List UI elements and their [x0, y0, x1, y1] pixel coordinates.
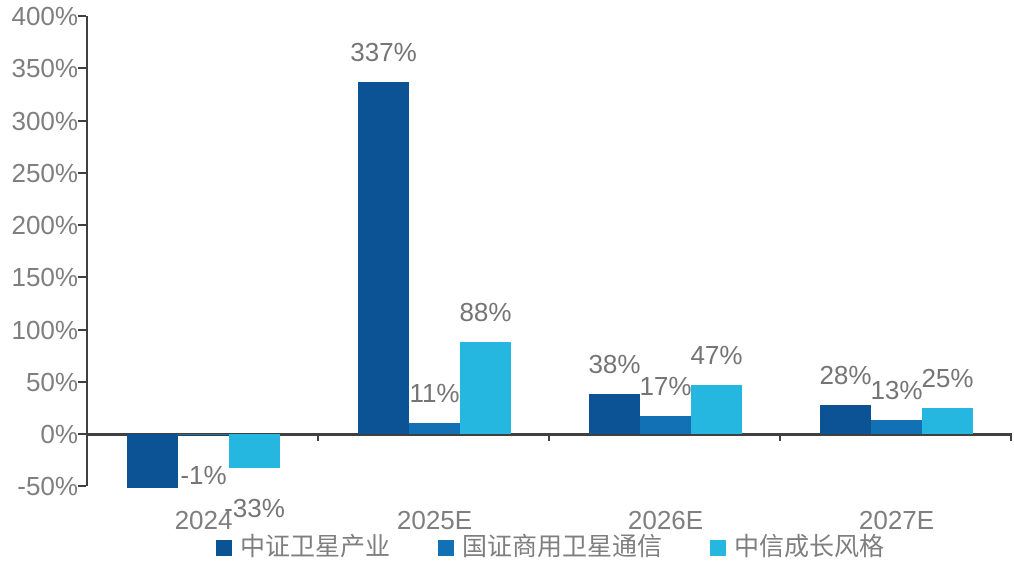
data-label-2027E-series3: 25%	[921, 362, 974, 393]
data-label-2025E-series2: 11%	[409, 377, 460, 408]
data-label-2024-series2: -1%	[180, 460, 227, 491]
legend: 中证卫星产业 国证商用卫星通信 中信成长风格	[88, 534, 1012, 561]
legend-item-series1: 中证卫星产业	[215, 533, 390, 561]
y-axis-tick-label: 200%	[11, 210, 79, 240]
bar-2024-series3	[229, 434, 280, 469]
y-axis-tick	[78, 328, 86, 331]
x-axis-tick	[317, 434, 319, 441]
legend-swatch-series1	[215, 539, 232, 556]
legend-swatch-series2	[437, 539, 454, 556]
data-label-2026E-series1: 38%	[588, 349, 641, 380]
bar-2024-series1	[127, 434, 178, 489]
y-axis-tick-label: 400%	[11, 1, 79, 31]
data-label-2024-series3: -33%	[224, 493, 285, 524]
data-label-2027E-series1: 28%	[819, 359, 872, 390]
y-axis-tick	[78, 224, 86, 226]
bar-2024-series2	[178, 434, 229, 436]
y-axis-tick	[78, 485, 86, 488]
y-axis-tick	[78, 15, 86, 17]
y-axis-tick-label: 150%	[11, 262, 79, 293]
y-axis-tick	[78, 67, 86, 70]
x-axis-label-2027E: 2027E	[858, 505, 935, 535]
y-axis-line	[86, 16, 88, 487]
y-axis-tick-label: 100%	[11, 314, 79, 345]
bar-2027E-series1	[820, 404, 871, 434]
legend-item-series3: 中信成长风格	[710, 534, 884, 561]
bar-2025E-series1	[358, 81, 409, 434]
y-axis-tick-label: 350%	[11, 53, 79, 84]
y-axis-tick	[78, 119, 86, 122]
x-axis-label-2025E: 2025E	[396, 505, 473, 535]
data-label-2027E-series2: 13%	[870, 375, 923, 406]
y-axis-tick	[78, 380, 86, 383]
y-axis-tick	[78, 171, 86, 174]
bar-2025E-series2	[409, 422, 460, 434]
y-axis-tick-label: 0%	[40, 419, 78, 449]
bar-2026E-series3	[691, 384, 742, 434]
y-axis-tick-label: 300%	[11, 105, 79, 136]
legend-label-series3: 中信成长风格	[734, 533, 885, 561]
legend-label-series1: 中证卫星产业	[239, 533, 390, 561]
x-axis-label-2024: 2024	[174, 505, 233, 535]
x-axis-tick	[1010, 434, 1012, 441]
y-axis-tick	[78, 276, 86, 279]
data-label-2026E-series3: 47%	[690, 339, 743, 370]
data-label-2026E-series2: 17%	[639, 371, 692, 402]
legend-item-series2: 国证商用卫星通信	[437, 533, 662, 561]
bar-2026E-series2	[640, 416, 691, 434]
y-axis-tick	[78, 433, 86, 435]
data-label-2025E-series1: 337%	[350, 36, 417, 67]
bar-2027E-series3	[922, 407, 973, 434]
bar-2026E-series1	[589, 394, 640, 434]
y-axis-tick-label: 250%	[11, 157, 79, 188]
legend-swatch-series3	[710, 539, 726, 556]
legend-label-series2: 国证商用卫星通信	[461, 533, 662, 561]
y-axis-tick-label: 50%	[25, 366, 78, 397]
bar-2025E-series3	[460, 342, 511, 434]
x-axis-label-2026E: 2026E	[627, 505, 704, 535]
x-axis-tick	[779, 434, 781, 441]
data-label-2025E-series3: 88%	[459, 297, 512, 328]
x-axis-tick	[548, 434, 550, 441]
y-axis-tick-label: -50%	[17, 471, 78, 502]
bar-2027E-series2	[871, 420, 922, 434]
